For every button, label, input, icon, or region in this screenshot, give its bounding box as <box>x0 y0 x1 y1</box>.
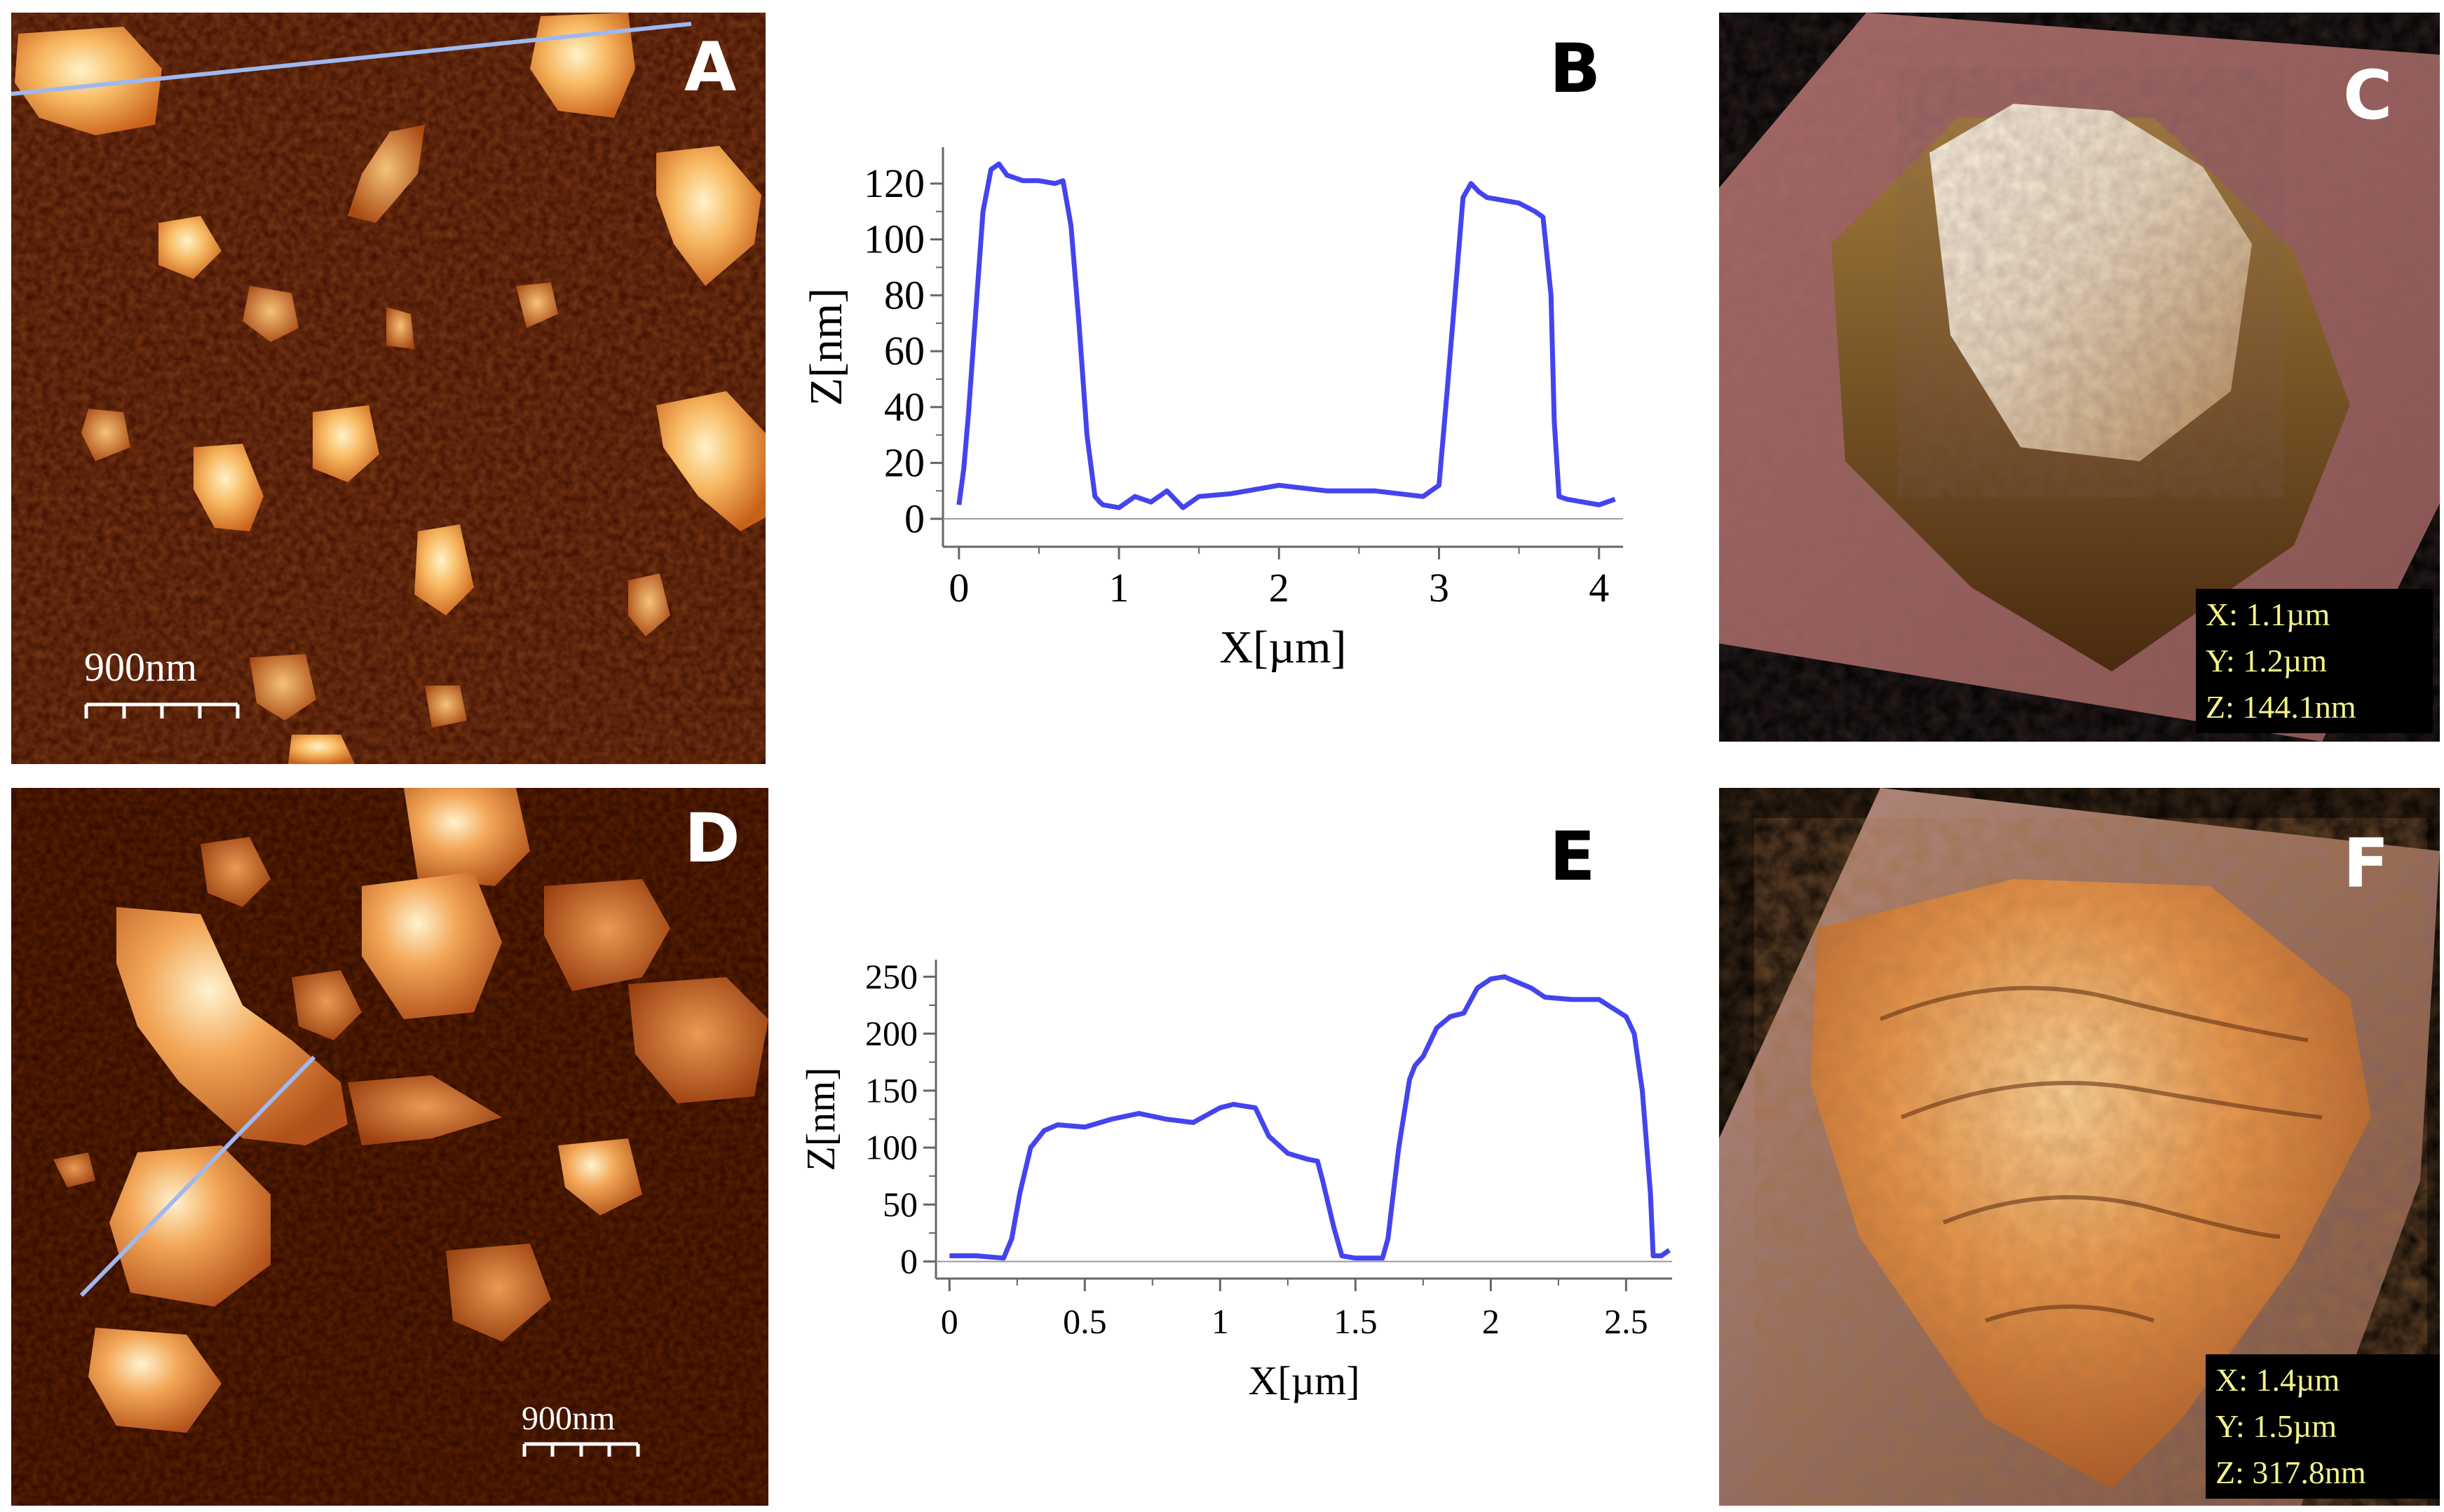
afm-3d-c: C X: 1.1µm Y: 1.2µm Z: 144.1nm <box>1719 13 2440 742</box>
y-tick-label: 50 <box>883 1185 918 1224</box>
flake <box>404 788 530 886</box>
dimension-readout: X: 1.4µm Y: 1.5µm Z: 317.8nm <box>2206 1354 2440 1499</box>
flake <box>116 907 348 1145</box>
panel-letter: E <box>1549 817 1596 896</box>
x-tick-label: 1 <box>1109 565 1129 611</box>
flake <box>628 573 670 636</box>
flake <box>544 879 670 991</box>
flake <box>15 27 162 135</box>
y-axis-label: Z[nm] <box>801 288 852 407</box>
x-axis-label: X[µm] <box>1220 622 1347 673</box>
scalebar-label: 900nm <box>522 1400 616 1437</box>
panel-letter: D <box>684 799 740 878</box>
panel-letter: A <box>684 28 737 107</box>
flake <box>656 391 766 531</box>
y-axis-label: Z[nm] <box>798 1067 843 1171</box>
y-tick-label: 0 <box>900 1241 918 1281</box>
panel-letter: C <box>2343 56 2393 135</box>
scalebar-label: 900nm <box>84 644 198 690</box>
x-tick-label: 3 <box>1429 565 1449 611</box>
afm-3d-f-graphic <box>1719 788 2440 1506</box>
flake <box>656 146 761 286</box>
flake <box>201 837 271 907</box>
y-tick-label: 0 <box>904 496 925 541</box>
y-tick-label: 200 <box>865 1014 918 1053</box>
x-tick-label: 2 <box>1482 1302 1500 1341</box>
y-tick-label: 20 <box>884 440 925 486</box>
profile-line <box>11 22 692 96</box>
profile-line <box>79 1055 316 1298</box>
series-line <box>949 974 1671 1261</box>
chart-e-svg: 0 0.5 1 1.5 2 2.5 0 50 100 150 200 250 X[µm] Z[nm] <box>798 957 1672 1403</box>
y-tick-label: 250 <box>865 957 918 996</box>
x-dimension: X: 1.1µm <box>2206 597 2330 632</box>
panel-letter: F <box>2343 824 2389 903</box>
y-tick-label: 100 <box>865 1128 918 1167</box>
flake <box>109 1145 271 1307</box>
y-tick-label: 100 <box>864 217 925 262</box>
y-tick-label: 120 <box>864 161 925 206</box>
flake <box>243 286 299 342</box>
flake <box>194 444 264 531</box>
dimension-readout: X: 1.1µm Y: 1.2µm Z: 144.1nm <box>2196 589 2433 733</box>
y-tick-label: 150 <box>865 1070 918 1110</box>
afm-3d-c-graphic <box>1719 13 2440 742</box>
flake <box>558 1138 642 1215</box>
x-tick-label: 1 <box>1211 1302 1229 1341</box>
series-line <box>956 161 1616 510</box>
flake <box>628 977 768 1103</box>
flake <box>81 409 130 461</box>
flake <box>158 216 222 279</box>
x-dimension: X: 1.4µm <box>2215 1362 2340 1398</box>
y-tick-label: 40 <box>884 384 925 430</box>
y-dimension: Y: 1.5µm <box>2215 1408 2337 1444</box>
afm-image-d: 900nm D <box>11 788 768 1506</box>
y-tick-label: 60 <box>884 328 925 374</box>
flake <box>348 125 425 223</box>
x-axis-label: X[µm] <box>1248 1358 1359 1403</box>
y-dimension: Y: 1.2µm <box>2206 643 2328 679</box>
x-tick-label: 2.5 <box>1604 1302 1648 1341</box>
x-tick-label: 0.5 <box>1063 1302 1107 1341</box>
x-tick-label: 2 <box>1269 565 1289 611</box>
ridge <box>1879 986 2323 1323</box>
flake <box>516 282 558 328</box>
x-tick-label: 1.5 <box>1333 1302 1378 1341</box>
x-tick-label: 4 <box>1589 565 1609 611</box>
z-dimension: Z: 144.1nm <box>2206 689 2356 725</box>
y-tick-label: 80 <box>884 272 925 318</box>
flake <box>386 307 414 349</box>
afm-3d-f: F X: 1.4µm Y: 1.5µm Z: 317.8nm <box>1719 788 2440 1506</box>
afm-image-a: 900nm A <box>11 13 766 764</box>
x-tick-label: 0 <box>941 1302 958 1341</box>
profile-chart-e: 0 0.5 1 1.5 2 2.5 0 50 100 150 200 250 X[µm] Z[nm] E <box>792 788 1676 1510</box>
afm-image-a-graphic <box>11 13 766 764</box>
flake <box>313 405 379 482</box>
flake <box>362 872 502 1019</box>
mound-top-noise <box>1929 104 2252 461</box>
panel-letter: B <box>1549 29 1601 108</box>
flake <box>292 970 362 1040</box>
flake <box>288 735 355 764</box>
x-tick-label: 0 <box>949 565 969 611</box>
flake <box>425 686 467 728</box>
profile-chart-b: 0 1 2 3 4 0 20 40 60 80 100 120 X[µm] Z[nm] B <box>792 7 1648 764</box>
flake <box>250 654 316 721</box>
z-dimension: Z: 317.8nm <box>2215 1455 2366 1490</box>
afm-image-d-graphic <box>11 788 768 1506</box>
flake <box>446 1244 551 1342</box>
flake <box>414 524 474 615</box>
flake <box>88 1328 222 1433</box>
flake <box>348 1075 502 1145</box>
flake <box>53 1152 95 1187</box>
mound-noise <box>1810 879 2371 1489</box>
